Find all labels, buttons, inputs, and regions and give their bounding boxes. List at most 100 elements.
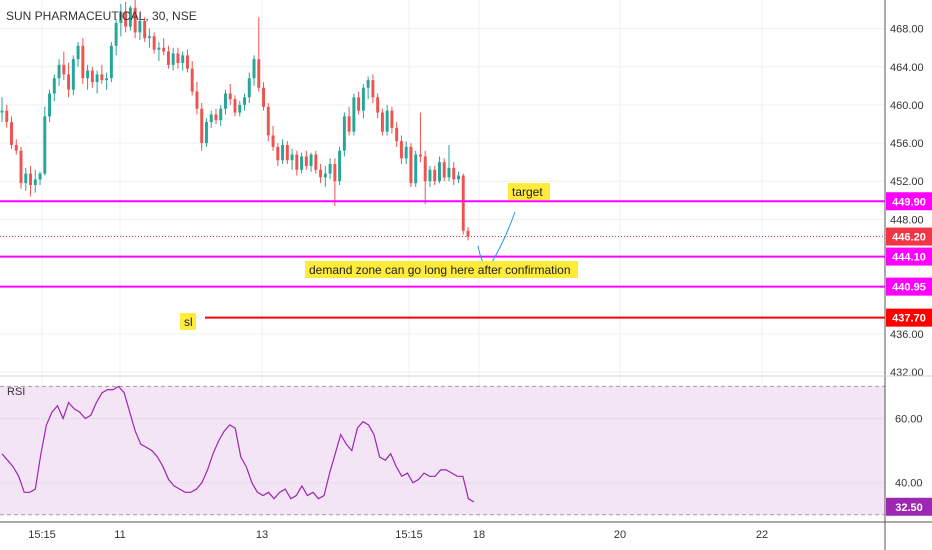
candle-body	[352, 97, 356, 132]
candle	[29, 165, 33, 197]
price-tick-label: 448.00	[890, 214, 924, 226]
candle-body	[185, 55, 189, 69]
candle-body	[433, 169, 437, 182]
candle-body	[114, 22, 118, 46]
candle-body	[290, 154, 294, 161]
current-price-badge	[886, 227, 932, 246]
candle	[423, 150, 427, 205]
candle-body	[176, 53, 180, 63]
candle	[181, 51, 185, 71]
candle-body	[347, 116, 351, 132]
candle	[433, 165, 437, 186]
candle	[247, 72, 251, 104]
candle-body	[90, 70, 94, 83]
candle	[371, 74, 375, 104]
candle-body	[271, 135, 275, 147]
rsi-tick-label: 40.00	[895, 478, 923, 490]
candle	[114, 19, 118, 56]
candle	[452, 162, 456, 186]
candle-body	[38, 173, 42, 180]
candle-body	[71, 59, 75, 90]
rsi-tick-label: 60.00	[895, 414, 923, 426]
candle-body	[281, 144, 285, 161]
candle-body	[314, 154, 318, 170]
candle-body	[133, 7, 137, 33]
candle	[380, 108, 384, 136]
candle-body	[109, 45, 113, 79]
candle-body	[233, 99, 237, 113]
target-projection-curve[interactable]	[477, 211, 516, 267]
candle	[190, 61, 194, 96]
candle	[457, 171, 460, 184]
annotations[interactable]: target demand zone can go long here after…	[180, 183, 578, 330]
level-price-label: 449.90	[892, 196, 926, 208]
candle	[204, 118, 208, 147]
chart-title: SUN PHARMACEUTICAL, 30, NSE	[6, 9, 197, 23]
candle-body	[138, 20, 142, 33]
candle-body	[461, 175, 465, 231]
level-price-label: 437.70	[892, 313, 926, 325]
candle-body	[300, 156, 304, 170]
candle	[109, 41, 113, 83]
candle-body	[105, 78, 109, 81]
candle	[166, 45, 170, 69]
candle	[342, 112, 346, 157]
candle-body	[29, 173, 33, 186]
candle	[252, 55, 256, 86]
candle-body	[190, 68, 194, 92]
candle-body	[157, 47, 161, 50]
candle-body	[228, 93, 232, 100]
candle	[385, 104, 389, 136]
candle	[143, 17, 147, 42]
candle	[33, 169, 37, 193]
candlestick-series	[0, 0, 470, 241]
candle	[328, 158, 332, 180]
candle	[238, 101, 242, 117]
price-tick-label: 452.00	[890, 176, 924, 188]
candle	[81, 38, 85, 84]
candle	[138, 15, 142, 41]
candle-body	[404, 146, 408, 159]
candle-body	[5, 110, 9, 123]
candle	[414, 150, 418, 187]
candle	[71, 55, 75, 96]
candle	[95, 70, 99, 94]
candle-body	[152, 36, 156, 50]
candle-body	[62, 64, 66, 75]
candle-body	[266, 106, 270, 136]
candle	[295, 150, 299, 176]
candle-body	[0, 110, 4, 113]
candle-body	[76, 45, 80, 60]
candle-body	[409, 146, 413, 184]
price-tick-label: 460.00	[890, 100, 924, 112]
rsi-label: RSI	[7, 386, 26, 398]
candle	[224, 89, 227, 115]
price-tick-label: 436.00	[890, 329, 924, 341]
rsi-indicator: 32.50	[1, 385, 932, 516]
candle	[100, 64, 104, 84]
horizontal-lines[interactable]: 449.90 444.10 440.95 437.70 446.20	[0, 192, 932, 327]
candle-body	[119, 11, 123, 23]
candle	[152, 32, 156, 54]
candle	[323, 165, 327, 187]
target-curve[interactable]	[477, 211, 516, 267]
candle-body	[52, 78, 56, 94]
candle	[10, 116, 13, 149]
candle-body	[147, 36, 151, 39]
candle	[404, 141, 408, 165]
candle	[200, 103, 204, 151]
candle	[314, 150, 318, 174]
candle-body	[219, 108, 223, 121]
candle	[347, 106, 351, 136]
level-price-badge	[886, 308, 932, 327]
candle	[86, 64, 90, 90]
candle-body	[200, 108, 204, 144]
candle	[38, 171, 42, 186]
candle-body	[466, 230, 470, 237]
level-price-badge	[886, 277, 932, 296]
candle	[185, 49, 189, 73]
candle	[243, 93, 246, 111]
candle	[376, 93, 380, 119]
